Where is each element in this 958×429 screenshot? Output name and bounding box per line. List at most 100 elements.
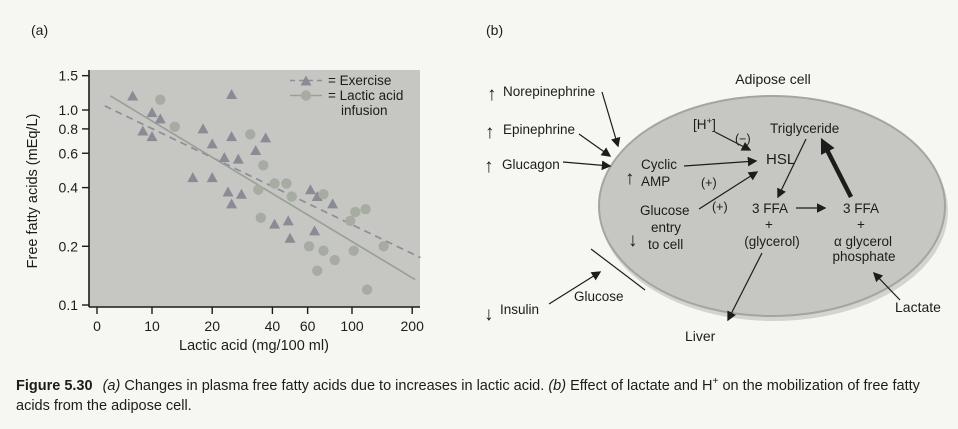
x-tick-label: 0 [93, 318, 101, 334]
panel-a-label: (a) [31, 22, 49, 38]
glycerol-to-liver-arrow [727, 252, 763, 322]
lactic-acid-infusion-point [253, 184, 264, 195]
exercise-point [309, 225, 321, 236]
legend-row-infusion: = Lactic acid [289, 88, 403, 103]
triglyceride-to-ffa-arrow [777, 138, 807, 199]
legend-label-exercise: = Exercise [328, 73, 392, 88]
x-axis-title: Lactic acid (mg/100 ml) [179, 338, 329, 354]
cyclic-amp-label-line1: Cyclic [641, 157, 677, 172]
exercise-point [284, 232, 296, 243]
glucose-entry-label-line2: entry [651, 220, 681, 235]
norepinephrine-arrow [601, 91, 621, 148]
stimulation-sign-amp: (+) [701, 176, 717, 190]
exercise-point [226, 89, 238, 100]
exercise-point [226, 198, 238, 209]
y-tick-label: 0.6 [59, 145, 79, 161]
legend-row-infusion-2: infusion [341, 103, 403, 118]
exercise-trend-line [104, 105, 421, 259]
insulin-label: Insulin [500, 302, 539, 317]
caption-part-b-text-post: on the mobilization of free fatty acids … [16, 377, 920, 414]
exercise-point [206, 172, 218, 183]
figure-caption: Figure 5.30 (a) Changes in plasma free f… [16, 372, 924, 416]
lactic-acid-infusion-point [269, 178, 280, 189]
hydrogen-ion-label: [H+] [693, 116, 716, 132]
alpha-glycerol-label: α glycerol [834, 234, 892, 249]
phosphate-label: phosphate [832, 249, 895, 264]
h-ion-open: [H [693, 117, 707, 132]
caption-part-a-text: Changes in plasma free fatty acids due t… [124, 377, 545, 394]
x-tick-label: 100 [340, 318, 364, 334]
exercise-point [232, 153, 244, 164]
exercise-point [218, 152, 230, 163]
adipose-cell-body [598, 95, 946, 317]
lactic-acid-infusion-point [303, 241, 315, 252]
lactic-acid-infusion-point [360, 203, 371, 215]
x-tick-label: 20 [204, 318, 220, 334]
lactic-acid-infusion-point [286, 191, 297, 202]
decrease-arrow-icon: ↓ [484, 304, 494, 325]
circle-marker-icon [300, 90, 312, 101]
norepinephrine-label: Norepinephrine [503, 84, 595, 99]
caption-part-a-label: (a) [102, 377, 121, 394]
lactic-acid-infusion-point [155, 94, 166, 105]
y-tick-label: 1.0 [59, 102, 79, 118]
exercise-point [206, 138, 218, 149]
y-tick-label: 0.1 [59, 297, 79, 313]
exercise-point [187, 172, 199, 183]
hsl-label: HSL [766, 151, 795, 168]
x-tick-label: 10 [144, 318, 160, 334]
triglyceride-label: Triglyceride [770, 121, 839, 136]
epinephrine-arrow [578, 133, 612, 157]
caption-part-b-label: (b) [548, 377, 567, 394]
stimulation-sign-glucose: (+) [712, 200, 728, 214]
glucose-entry-label-line1: Glucose [640, 203, 690, 218]
exercise-point [146, 131, 158, 142]
x-tick-label: 40 [265, 318, 281, 334]
exercise-point [197, 123, 209, 134]
exercise-point [226, 131, 238, 142]
triangle-marker-icon [300, 75, 312, 86]
insulin-arrow [548, 271, 602, 305]
y-axis-title: Free fatty acids (mEq/L) [25, 113, 41, 269]
exercise-point [327, 198, 339, 209]
lactic-acid-infusion-point [312, 265, 323, 276]
h-ion-close: ] [712, 117, 716, 132]
legend-label-infusion-line2: infusion [341, 103, 388, 118]
epinephrine-label: Epinephrine [503, 122, 575, 137]
lactic-acid-infusion-point [361, 284, 373, 295]
increase-arrow-icon: ↑ [625, 168, 635, 189]
y-tick-label: 0.8 [59, 121, 79, 137]
exercise-point [269, 218, 281, 229]
exercise-point [154, 113, 166, 124]
exercise-point [311, 191, 323, 202]
membrane-barrier-line [590, 248, 646, 291]
exercise-point [127, 90, 139, 101]
reesterification-arrow [820, 137, 854, 199]
plus-left-label: + [765, 217, 773, 232]
ffa-vs-lactic-acid-chart: 1.5 1.0 0.8 0.6 0.4 0.2 0.1 0 10 20 40 60 100 200 [59, 68, 425, 334]
glucose-outside-label: Glucose [574, 289, 624, 304]
ffa-right-label: 3 FFA [843, 201, 879, 216]
glycerol-label: (glycerol) [744, 234, 800, 249]
lactate-arrow [873, 271, 901, 301]
lactic-acid-infusion-point [378, 241, 389, 252]
legend-row-exercise: = Exercise [289, 73, 403, 88]
exercise-point [250, 144, 262, 155]
chart-legend: = Exercise = Lactic acid infusion [289, 73, 403, 118]
glucose-to-hsl-arrow [698, 171, 759, 210]
lactic-acid-infusion-point [348, 245, 359, 256]
x-tick-label: 60 [300, 318, 316, 334]
panel-b-label: (b) [486, 22, 504, 38]
plus-right-label: + [857, 217, 865, 232]
exercise-point [282, 215, 294, 226]
h-ion-to-hsl-arrow [714, 131, 752, 151]
glucagon-arrow [562, 160, 612, 171]
decrease-arrow-icon: ↓ [628, 230, 638, 251]
liver-label: Liver [685, 328, 716, 344]
ffa-left-label: 3 FFA [752, 201, 788, 216]
exercise-point [235, 188, 247, 199]
glucagon-label: Glucagon [502, 157, 560, 172]
lactic-acid-infusion-point [329, 254, 340, 266]
increase-arrow-icon: ↑ [487, 84, 497, 105]
